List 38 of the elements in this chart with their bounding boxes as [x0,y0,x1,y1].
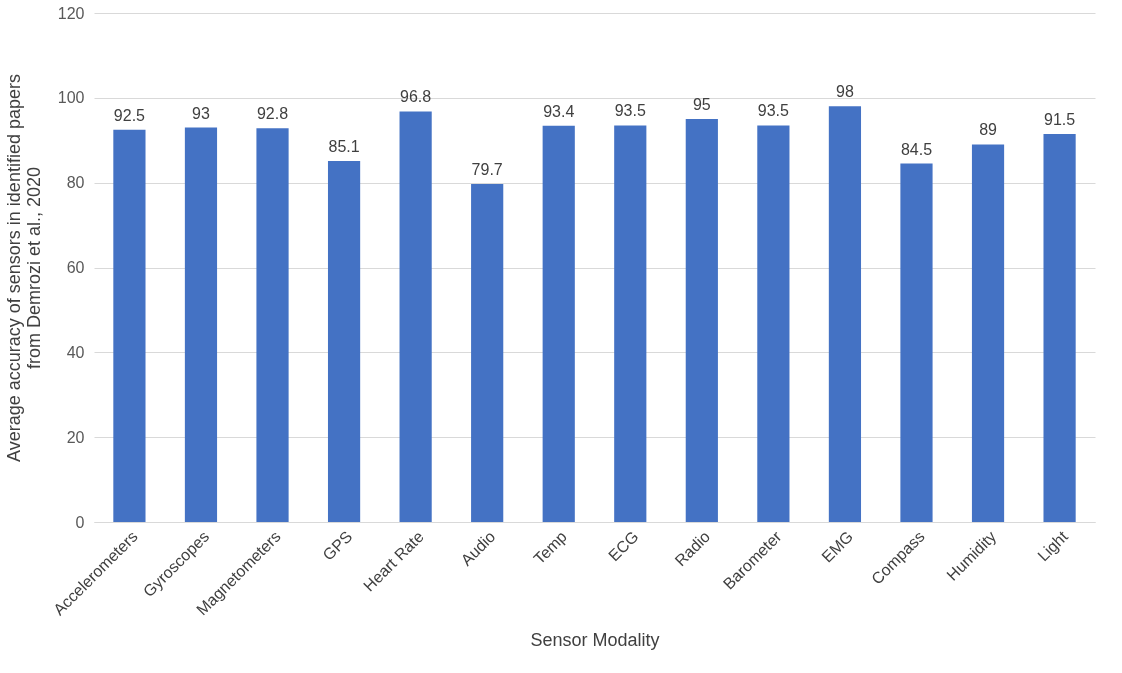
y-tick-label: 120 [57,4,85,22]
bar [184,127,218,522]
bar [757,125,790,522]
y-axis-title: Average accuracy of sensors in identified papers from Demrozi et al., 2020 [3,74,44,462]
x-axis-title: Sensor Modality [530,630,660,651]
data-label: 84.5 [900,140,933,158]
data-label: 93 [192,104,210,122]
bar [971,144,1005,522]
data-label: 79.7 [471,160,503,178]
y-tick-label: 80 [66,174,85,192]
bar [399,111,432,522]
data-label: 96.8 [400,88,432,106]
bar [542,125,575,522]
bar [471,183,504,522]
bar [900,163,933,522]
data-label: 91.5 [1044,110,1076,128]
data-label: 92.5 [113,106,146,124]
y-tick-label: 40 [66,343,85,361]
x-tick-label: GPS [319,527,356,564]
bar [685,119,718,522]
data-label: 98 [836,83,854,101]
data-label: 93.5 [614,102,646,120]
y-tick-label: 100 [57,89,85,107]
y-tick-label: 0 [75,513,85,531]
data-label: 93.4 [543,102,575,120]
data-label: 95 [692,96,711,114]
bar [828,106,862,522]
data-label: 85.1 [328,138,360,156]
bar [614,125,647,522]
y-tick-label: 60 [66,259,85,276]
bar [327,161,361,522]
bar [256,128,289,522]
y-tick-label: 20 [66,428,85,446]
bar [113,129,146,522]
data-label: 92.8 [256,105,289,123]
data-label: 93.5 [757,102,790,120]
bar [1043,133,1076,522]
data-label: 89 [979,121,998,139]
